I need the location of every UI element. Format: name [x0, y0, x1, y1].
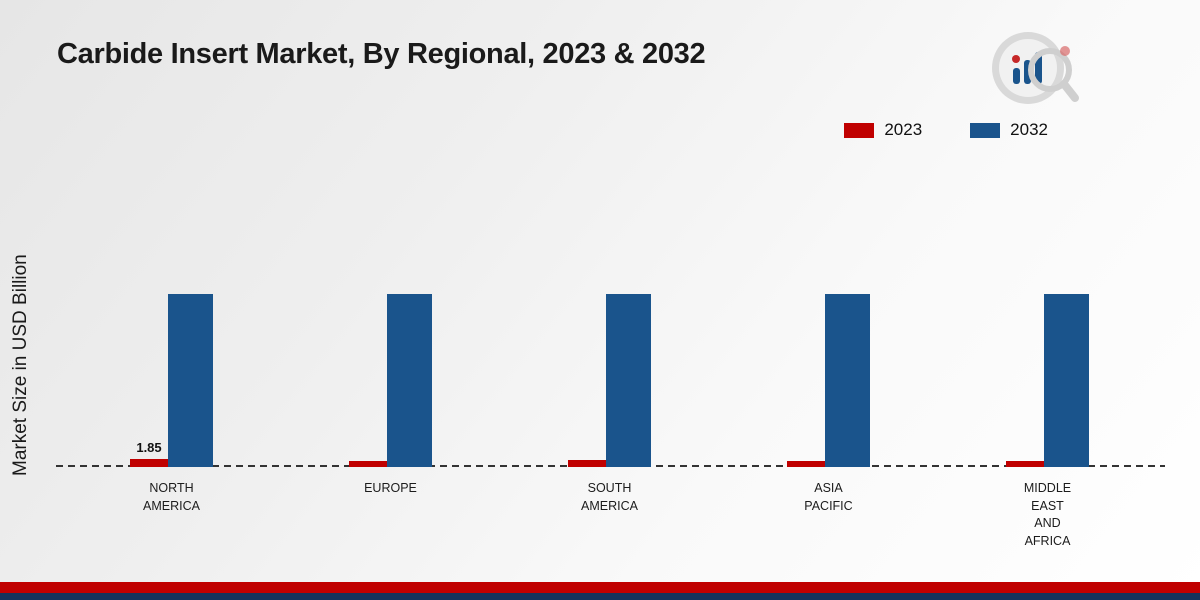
legend-label: 2032: [1010, 120, 1048, 139]
footer-navy-stripe: [0, 593, 1200, 600]
bars-row: 1.85: [56, 247, 1165, 467]
brand-logo-icon: [992, 32, 1079, 104]
bar-group-south-america: [500, 247, 719, 467]
bar-rect: [168, 294, 213, 467]
bar-rect: [787, 460, 825, 467]
legend-item-2023: 2023: [844, 120, 922, 140]
bar-group-europe: [281, 247, 500, 467]
bar-2023-europe: [349, 460, 387, 467]
bar-2023-south-america: [568, 460, 606, 467]
bar-group-north-america: 1.85: [62, 247, 281, 467]
chart-title: Carbide Insert Market, By Regional, 2023…: [57, 38, 706, 70]
bar-group-middle-east-and-africa: [938, 247, 1157, 467]
category-label-south-america: SOUTH AMERICA: [581, 481, 638, 513]
category-label-asia-pacific: ASIA PACIFIC: [804, 481, 853, 513]
bar-rect: [387, 294, 432, 467]
y-axis-label: Market Size in USD Billion: [10, 254, 31, 476]
bar-2032-middle-east-and-africa: [1044, 294, 1089, 467]
bar-rect: [568, 460, 606, 467]
bar-rect: [825, 294, 870, 467]
legend-swatch-icon: [970, 122, 1001, 138]
legend-item-2032: 2032: [970, 120, 1048, 140]
category-label-middle-east-and-africa: MIDDLE EAST AND AFRICA: [1023, 481, 1072, 548]
bar-2032-asia-pacific: [825, 294, 870, 467]
legend-swatch-icon: [844, 122, 875, 138]
bar-2032-north-america: [168, 294, 213, 467]
bar-rect: [1044, 294, 1089, 467]
category-label-europe: EUROPE: [364, 481, 417, 495]
bar-rect: [130, 459, 168, 467]
bar-rect: [1006, 460, 1044, 467]
bar-rect: [606, 294, 651, 467]
bar-rect: [349, 460, 387, 467]
legend-label: 2023: [884, 120, 923, 139]
category-label-north-america: NORTH AMERICA: [143, 481, 200, 513]
legend: 2023 2032: [844, 120, 1048, 140]
category-axis: NORTH AMERICA EUROPE SOUTH AMERICA ASIA PAC…: [62, 480, 1157, 550]
bar-group-asia-pacific: [719, 247, 938, 467]
bar-2023-middle-east-and-africa: [1006, 460, 1044, 467]
bar-2023-north-america: 1.85: [130, 440, 168, 467]
bar-value-label: 1.85: [136, 440, 162, 456]
footer-red-stripe: [0, 582, 1200, 593]
plot-area: 1.85 NORTH AMERICA EUROPE SOUTH AMERICA ASI…: [56, 247, 1165, 550]
bar-2032-south-america: [606, 294, 651, 467]
bar-2032-europe: [387, 294, 432, 467]
bar-2023-asia-pacific: [787, 460, 825, 467]
